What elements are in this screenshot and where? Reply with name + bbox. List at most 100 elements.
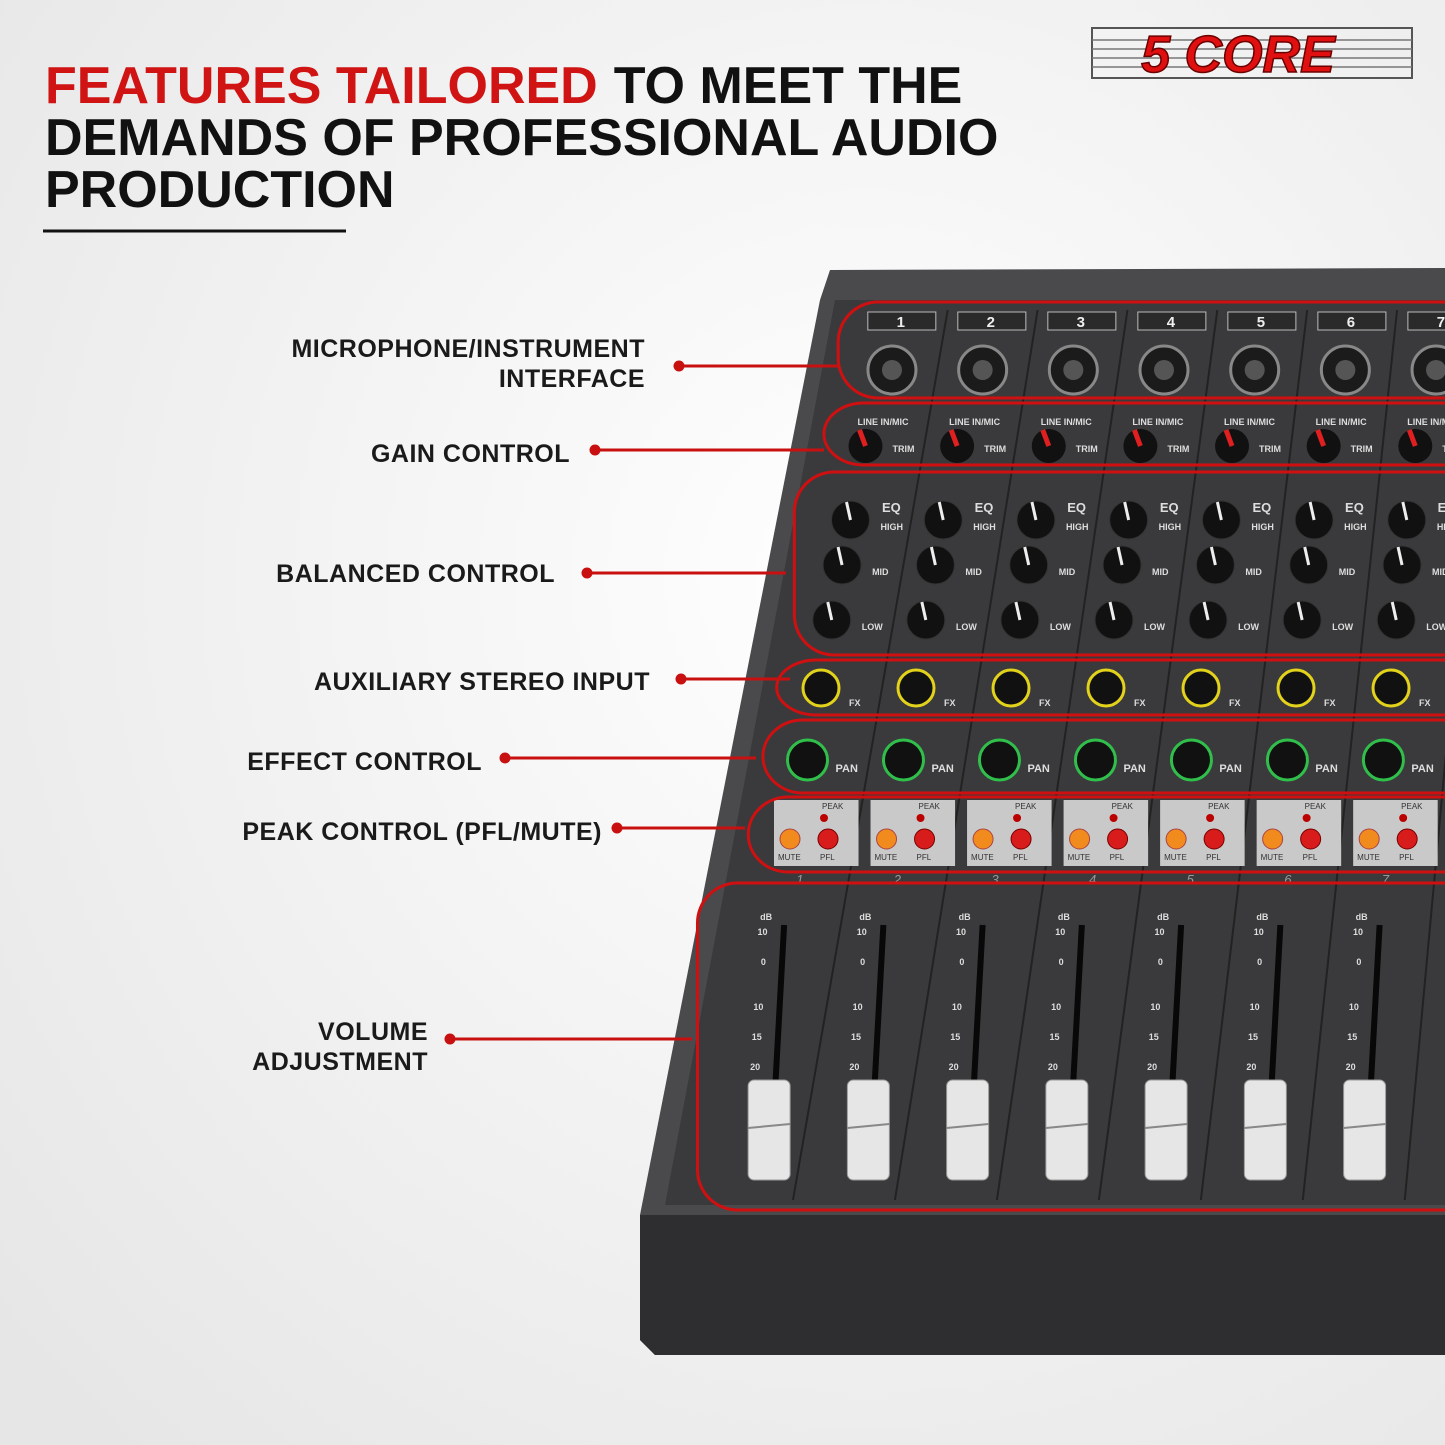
pfl-button	[1010, 828, 1032, 850]
channel-number: 2	[987, 314, 995, 331]
channel-number-lower: 5	[1187, 872, 1195, 887]
fader-cap-ridge	[1343, 1123, 1386, 1129]
eq-band-label: MID	[1432, 567, 1445, 577]
fader-cap	[946, 1079, 990, 1181]
input-label: LINE IN/MIC	[1224, 417, 1275, 427]
pan-knob	[1265, 738, 1309, 782]
channel-number: 4	[1167, 314, 1176, 331]
eq-pointer	[1108, 601, 1116, 621]
highlight-outline	[792, 470, 1445, 657]
peak-led	[916, 814, 925, 822]
eq-band-label: HIGH	[881, 522, 904, 532]
pfl-button	[1107, 828, 1129, 850]
mute-label: MUTE	[778, 853, 801, 862]
mute-label: MUTE	[971, 853, 994, 862]
logo-text: 5 CORE	[1141, 26, 1336, 84]
eq-pointer	[1209, 546, 1217, 566]
trim-label: TRIM	[1076, 444, 1098, 454]
fader-scale-label: 20	[1147, 1062, 1157, 1072]
gain-pointer	[1223, 429, 1235, 447]
fader-scale-label: 20	[750, 1062, 760, 1072]
callout-label: ADJUSTMENT	[252, 1048, 428, 1076]
logo-stripes	[1092, 39, 1412, 68]
gain-pointer	[857, 429, 868, 447]
channel-strip: 3 LINE IN/MIC TRIM HIGH MID LOW EQ FX PAN PEAK MUT…	[946, 309, 1129, 1201]
eq-pointer	[1390, 601, 1398, 621]
channel-number-lower: 7	[1382, 872, 1390, 887]
channel-strip: 1 LINE IN/MIC TRIM HIGH MID LOW EQ FX PAN PEAK MUT…	[747, 309, 949, 1201]
callout-label: INTERFACE	[499, 365, 645, 393]
input-label: LINE IN/MIC	[1316, 417, 1367, 427]
peak-label: PEAK	[1015, 802, 1037, 811]
input-label: LINE IN/MIC	[1132, 417, 1183, 427]
xlr-inner	[1154, 360, 1175, 380]
fader-scale-label: 15	[1050, 1032, 1060, 1042]
mute-label: MUTE	[1357, 853, 1380, 862]
pfl-label: PFL	[1206, 853, 1221, 862]
db-label: dB	[760, 912, 772, 922]
channel-number: 5	[1257, 314, 1265, 331]
eq-pointer	[1396, 546, 1404, 566]
pan-knob	[1169, 738, 1213, 782]
eq-pointer	[937, 501, 945, 521]
highlight-outline	[761, 718, 1445, 795]
eq-pointer	[1030, 501, 1038, 521]
eq-pointer	[845, 501, 852, 521]
highlight-outline	[775, 658, 1445, 717]
pfl-button	[1300, 828, 1322, 850]
strip-divider	[995, 309, 1129, 1201]
fader-scale-label: 10	[1254, 927, 1264, 937]
callout-label: EFFECT CONTROL	[247, 748, 482, 776]
fader-scale-label: 10	[956, 927, 966, 937]
fader-scale-label: 0	[959, 957, 964, 967]
eq-band-label: MID	[1059, 567, 1076, 577]
fader-scale-label: 10	[1349, 1002, 1359, 1012]
callout-dot	[444, 1033, 456, 1045]
logo-frame	[1091, 27, 1413, 79]
fader-cap	[1243, 1079, 1287, 1181]
peak-led	[1399, 814, 1408, 822]
peak-led	[1109, 814, 1118, 822]
input-label: LINE IN/MIC	[858, 417, 909, 427]
eq-label: EQ	[1438, 500, 1445, 515]
channel-number-lower: 6	[1284, 872, 1292, 887]
eq-pointer	[1123, 501, 1131, 521]
fader-scale-label: 0	[1257, 957, 1262, 967]
channel-number-box	[867, 311, 937, 331]
eq-band-label: LOW	[1238, 622, 1259, 632]
channel-number-lower: 2	[893, 872, 902, 887]
eq-label: EQ	[882, 500, 901, 515]
pfl-label: PFL	[1110, 853, 1125, 862]
gain-pointer	[1132, 429, 1143, 447]
pfl-label: PFL	[820, 853, 835, 862]
mute-label: MUTE	[875, 853, 898, 862]
channel-number: 7	[1437, 314, 1445, 331]
input-label: LINE IN/MIC	[1041, 417, 1092, 427]
db-label: dB	[959, 912, 971, 922]
eq-pointer	[1296, 601, 1304, 621]
eq-pointer	[826, 601, 834, 621]
fader-cap-ridge	[748, 1123, 791, 1129]
pan-knob	[881, 738, 925, 782]
trim-label: TRIM	[984, 444, 1006, 454]
fader-scale-label: 15	[752, 1032, 762, 1042]
peak-label: PEAK	[1401, 802, 1423, 811]
input-label: LINE IN/MIC	[1407, 417, 1445, 427]
channel-number-lower: 3	[991, 872, 999, 887]
eq-band-label: LOW	[1050, 622, 1071, 632]
eq-band-label: HIGH	[1066, 522, 1089, 532]
fader-scale-label: 15	[1248, 1032, 1258, 1042]
gain-pointer	[1315, 429, 1327, 447]
fader-scale-label: 10	[1150, 1002, 1160, 1012]
pan-knob	[786, 738, 829, 782]
mixer-front	[640, 1215, 1445, 1355]
eq-band-label: LOW	[1426, 622, 1445, 632]
fader-scale-label: 10	[1353, 927, 1363, 937]
callout-label: PEAK CONTROL (PFL/MUTE)	[242, 818, 602, 846]
eq-pointer	[1202, 601, 1210, 621]
channel-number: 6	[1347, 314, 1355, 331]
trim-label: TRIM	[1442, 444, 1445, 454]
mute-label: MUTE	[1261, 853, 1284, 862]
strip-divider	[1301, 309, 1399, 1201]
